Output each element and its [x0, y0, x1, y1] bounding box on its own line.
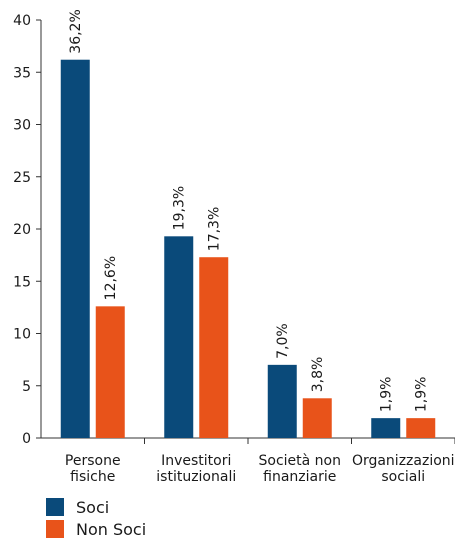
legend-swatch-non-soci [46, 520, 64, 538]
legend: Soci Non Soci [46, 496, 146, 540]
y-tick-label: 30 [13, 118, 31, 134]
bar-non-soci [303, 398, 332, 438]
y-tick-label: 5 [22, 379, 31, 395]
bar-soci [268, 365, 297, 438]
bar-soci [61, 60, 90, 438]
bar-chart: 0 5 10 15 20 25 30 35 40 36,2% 12,6% 19,3% 17,3% 7,0… [0, 0, 455, 490]
y-tick-label: 25 [13, 170, 31, 186]
legend-item-non-soci: Non Soci [46, 518, 146, 540]
data-label: 3,8% [310, 357, 326, 393]
legend-swatch-soci [46, 498, 64, 516]
data-label: 17,3% [207, 207, 223, 251]
bar-non-soci [96, 306, 125, 438]
y-tick-label: 15 [13, 274, 31, 290]
x-ticks [145, 438, 455, 444]
legend-label-soci: Soci [76, 498, 109, 517]
y-tick-label: 10 [13, 327, 31, 343]
data-label: 19,3% [172, 186, 188, 230]
bar-non-soci [406, 418, 435, 438]
y-tick-label: 40 [13, 13, 31, 29]
bar-soci [164, 236, 193, 438]
y-tick-label: 20 [13, 222, 31, 238]
y-ticks: 0 5 10 15 20 25 30 35 40 [13, 13, 41, 447]
data-label: 36,2% [68, 9, 84, 53]
data-label: 12,6% [103, 256, 119, 300]
bar-soci [371, 418, 400, 438]
data-label: 1,9% [414, 377, 430, 413]
data-label: 7,0% [275, 323, 291, 359]
y-tick-label: 0 [22, 431, 31, 447]
legend-item-soci: Soci [46, 496, 146, 518]
y-tick-label: 35 [13, 65, 31, 81]
bar-non-soci [199, 257, 228, 438]
data-label: 1,9% [379, 377, 395, 413]
